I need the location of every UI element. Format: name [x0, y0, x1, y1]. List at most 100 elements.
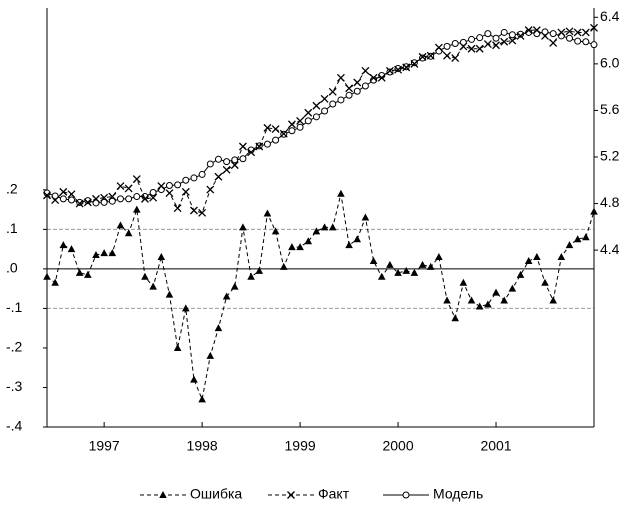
x-tick-label: 1998 [187, 438, 218, 454]
x-marker [475, 44, 484, 53]
circle-marker [263, 140, 271, 148]
x-marker [157, 182, 166, 191]
triangle-marker [43, 272, 51, 280]
x-marker [590, 23, 598, 32]
x-marker [255, 142, 264, 151]
circle-marker [574, 37, 582, 45]
y-tick-label: -.1 [6, 299, 23, 315]
triangle-marker [190, 375, 198, 383]
x-marker [516, 31, 525, 40]
circle-marker [125, 195, 133, 203]
circle-marker [108, 197, 116, 205]
circle-marker [76, 198, 84, 206]
triangle-marker [230, 282, 239, 290]
triangle-marker [92, 251, 100, 259]
x-marker [247, 148, 256, 157]
circle-marker [590, 41, 598, 49]
circle-marker [116, 195, 124, 203]
x-marker [43, 191, 51, 200]
triangle-marker [247, 272, 255, 280]
circle-marker [149, 188, 157, 196]
x-marker [149, 193, 158, 202]
circle-marker [402, 491, 410, 499]
triangle-marker [541, 278, 549, 286]
x-marker [320, 94, 329, 103]
x-tick-label: 1997 [89, 438, 120, 454]
legend-item: Факт [268, 486, 350, 502]
triangle-marker [353, 235, 362, 243]
x-marker [230, 161, 239, 170]
circle-marker [51, 192, 59, 200]
circle-marker [451, 39, 459, 47]
x-marker [108, 192, 117, 201]
x-marker [434, 43, 443, 52]
y2-tick-label: 4.4 [600, 241, 620, 257]
triangle-marker [549, 296, 557, 304]
x-marker [369, 73, 378, 82]
x-marker [165, 189, 174, 198]
triangle-marker [345, 241, 353, 249]
circle-marker [272, 136, 280, 144]
x-marker [67, 190, 76, 199]
triangle-marker [108, 249, 117, 257]
legend-item: Модель [383, 486, 483, 502]
triangle-marker [467, 296, 476, 304]
x-marker [492, 41, 500, 50]
triangle-marker [516, 270, 525, 278]
triangle-marker [459, 278, 468, 286]
x-marker [271, 125, 280, 134]
circle-marker [394, 65, 402, 73]
triangle-marker [59, 241, 68, 249]
x-marker [467, 44, 476, 53]
y-tick-label: -.4 [6, 418, 23, 434]
circle-marker [133, 193, 141, 201]
circle-marker [312, 113, 320, 121]
triangle-marker [386, 260, 394, 268]
circle-marker [198, 170, 206, 178]
x-tick-label: 1999 [285, 438, 316, 454]
circle-marker [492, 34, 500, 42]
x-marker [198, 208, 207, 217]
x-marker [524, 26, 533, 35]
triangle-marker [320, 223, 329, 231]
circle-marker [337, 96, 345, 104]
circle-marker [345, 91, 353, 99]
series-line [46, 31, 595, 204]
circle-marker [353, 87, 361, 95]
circle-marker [67, 196, 75, 204]
circle-marker [182, 176, 190, 184]
circle-marker [329, 100, 337, 108]
triangle-marker [394, 268, 402, 276]
x-marker [287, 491, 295, 499]
triangle-marker [377, 272, 386, 280]
y2-tick-label: 5.2 [600, 148, 620, 164]
legend-label: Модель [433, 486, 483, 502]
triangle-marker [67, 245, 76, 253]
triangle-marker [582, 233, 590, 241]
x-marker [345, 84, 354, 93]
x-marker [263, 123, 272, 132]
x-tick-label: 2000 [382, 438, 413, 454]
x-marker [557, 28, 566, 37]
x-marker [287, 120, 296, 129]
triangle-marker [443, 296, 451, 304]
x-marker [328, 87, 337, 96]
triangle-marker [198, 395, 206, 403]
x-marker [426, 51, 435, 60]
circle-marker [549, 30, 557, 38]
circle-marker [410, 59, 418, 67]
legend-label: Факт [318, 486, 350, 502]
triangle-marker [484, 300, 492, 308]
circle-marker [386, 68, 394, 76]
circle-marker [288, 127, 296, 135]
circle-marker [500, 28, 508, 36]
triangle-marker [165, 290, 174, 298]
x-marker [451, 54, 460, 63]
y2-tick-label: 6.4 [600, 8, 620, 24]
x-marker [181, 187, 190, 196]
triangle-marker [255, 266, 264, 274]
triangle-marker [590, 207, 598, 215]
series-line [46, 193, 595, 402]
